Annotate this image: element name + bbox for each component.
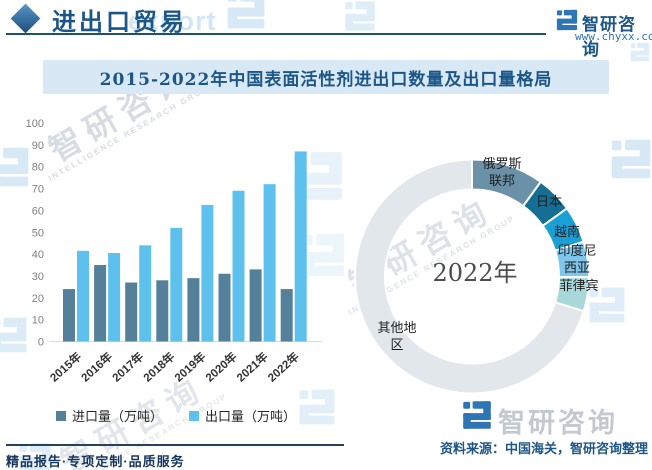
x-axis-tick-label: 2018年 (140, 349, 177, 385)
donut-label-philippines: 菲律宾 (559, 278, 599, 293)
section-title: 进出口贸易 (52, 7, 187, 36)
section-diamond-icon (10, 3, 41, 34)
export-bar-2020年 (232, 190, 245, 342)
footer-brand-watermark: 智研咨询 (498, 408, 618, 438)
x-axis-tick-label: 2021年 (234, 349, 271, 385)
donut-label-vietnam: 越南 (553, 224, 580, 239)
chart-title: 2015-2022年中国表面活性剂进出口数量及出口量格局 (99, 69, 553, 90)
legend-label: 出口量（万吨） (205, 409, 297, 424)
import-bar-2018年 (156, 280, 169, 342)
x-axis-tick-label: 2022年 (265, 349, 302, 385)
y-axis-tick-label: 70 (32, 184, 44, 196)
y-axis-tick-label: 80 (32, 162, 44, 174)
donut-slice-其他地区 (354, 158, 585, 395)
donut-label-russia: 俄罗斯联邦 (482, 156, 522, 188)
y-axis-tick-label: 50 (32, 227, 44, 239)
legend-swatch-icon (189, 410, 199, 421)
import-bar-2019年 (187, 278, 200, 342)
y-axis-tick-label: 60 (32, 205, 44, 217)
donut-chart (354, 158, 590, 395)
bar-chart-legend: 进口量（万吨） 出口量（万吨） (20, 406, 332, 425)
import-bar-2016年 (94, 265, 107, 342)
legend-item: 进口量（万吨） (55, 406, 163, 425)
legend-label: 进口量（万吨） (71, 409, 163, 424)
bar-chart: 01020304050607080901002015年2016年2017年201… (26, 118, 322, 385)
y-axis-tick-label: 90 (32, 140, 44, 152)
header-divider (6, 33, 546, 35)
brand-watermark-icon (226, 0, 266, 30)
donut-label-indonesia: 印度尼西亚 (557, 243, 597, 275)
brand-name: 智研咨询 (582, 15, 636, 59)
brand-logo-icon (556, 9, 578, 31)
brand-watermark-icon (610, 138, 652, 180)
legend-swatch-icon (55, 410, 66, 421)
y-axis-tick-label: 0 (38, 337, 44, 349)
chart-title-banner: 2015-2022年中国表面活性剂进出口数量及出口量格局 (43, 60, 609, 94)
export-bar-2016年 (108, 253, 121, 342)
brand-logo-icon (462, 400, 492, 430)
x-axis-tick-label: 2017年 (109, 349, 146, 385)
import-bar-2020年 (218, 273, 231, 342)
x-axis-tick-label: 2020年 (203, 349, 240, 385)
export-bar-2018年 (170, 227, 183, 342)
y-axis-tick-label: 40 (32, 249, 44, 261)
donut-label-others: 其他地区 (377, 320, 417, 352)
x-axis-tick-label: 2015年 (47, 349, 84, 385)
import-bar-2022年 (280, 289, 293, 342)
y-axis-tick-label: 10 (32, 315, 44, 327)
brand-watermark-icon (344, 0, 376, 32)
footer-divider (6, 444, 344, 446)
website-link[interactable]: www.chyxx.com (575, 30, 652, 43)
header-background-watermark: export (128, 6, 217, 36)
x-axis-tick-label: 2016年 (78, 349, 115, 385)
export-bar-2015年 (77, 250, 89, 342)
export-bar-2017年 (139, 245, 152, 342)
import-bar-2021年 (249, 269, 262, 342)
import-bar-2015年 (63, 289, 75, 342)
footer-services-text: 精品报告·专项定制·品质服务 (6, 454, 185, 469)
export-bar-2021年 (263, 184, 276, 342)
data-source-text: 资料来源：中国海关，智研咨询整理 (439, 441, 648, 456)
export-bar-2022年 (294, 151, 307, 342)
y-axis-tick-label: 20 (32, 293, 44, 305)
x-axis-tick-label: 2019年 (171, 349, 208, 385)
import-bar-2017年 (125, 282, 138, 342)
export-bar-2019年 (201, 204, 214, 342)
y-axis-tick-label: 30 (32, 271, 44, 283)
legend-item: 出口量（万吨） (189, 406, 296, 425)
donut-label-japan: 日本 (535, 194, 562, 209)
y-axis-tick-label: 100 (26, 118, 44, 130)
donut-center-label: 2022年 (432, 259, 518, 287)
